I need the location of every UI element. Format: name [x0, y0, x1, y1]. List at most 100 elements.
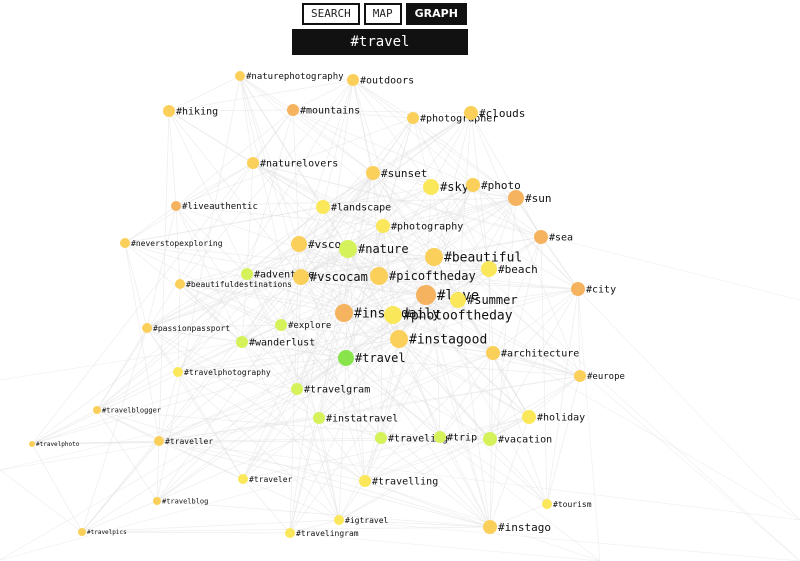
graph-node-liveauthentic[interactable]: #liveauthentic [171, 201, 258, 212]
graph-node-travelphoto[interactable]: #travelphoto [29, 441, 80, 448]
graph-node-photooftheday[interactable]: #photooftheday [384, 306, 513, 324]
node-circle[interactable] [534, 230, 548, 244]
graph-node-holiday[interactable]: #holiday [522, 410, 585, 424]
graph-node-sky[interactable]: #sky [423, 179, 469, 195]
node-circle[interactable] [275, 319, 287, 331]
graph-node-photography[interactable]: #photography [376, 219, 463, 233]
node-circle[interactable] [153, 497, 161, 505]
tab-graph[interactable]: GRAPH [405, 3, 467, 25]
graph-node-travelgram[interactable]: #travelgram [291, 383, 370, 396]
node-circle[interactable] [366, 166, 380, 180]
graph-node-picoftheday[interactable]: #picoftheday [370, 267, 476, 285]
node-circle[interactable] [574, 370, 586, 382]
node-circle[interactable] [163, 105, 175, 117]
graph-node-photographer[interactable]: #photographer [407, 112, 498, 125]
graph-node-naturephotography[interactable]: #naturephotography [235, 71, 344, 82]
node-circle[interactable] [313, 412, 325, 424]
node-circle[interactable] [522, 410, 536, 424]
graph-node-naturelovers[interactable]: #naturelovers [247, 157, 338, 170]
graph-node-traveler[interactable]: #traveler [238, 474, 293, 484]
graph-node-architecture[interactable]: #architecture [486, 346, 579, 360]
node-circle[interactable] [247, 157, 259, 169]
tab-map[interactable]: MAP [363, 3, 402, 25]
graph-node-traveling[interactable]: #traveling [375, 432, 448, 445]
node-circle[interactable] [407, 112, 419, 124]
graph-node-travelblogger[interactable]: #travelblogger [93, 406, 161, 414]
graph-node-traveller[interactable]: #traveller [154, 436, 213, 446]
node-circle[interactable] [291, 236, 307, 252]
node-circle[interactable] [434, 431, 446, 443]
node-circle[interactable] [338, 350, 354, 366]
node-circle[interactable] [483, 432, 497, 446]
graph-node-trip[interactable]: #trip [434, 431, 477, 444]
graph-node-europe[interactable]: #europe [574, 370, 625, 382]
node-circle[interactable] [483, 520, 497, 534]
node-circle[interactable] [173, 367, 183, 377]
node-circle[interactable] [464, 106, 478, 120]
node-circle[interactable] [486, 346, 500, 360]
node-circle[interactable] [334, 515, 344, 525]
graph-node-travelphotography[interactable]: #travelphotography [173, 367, 271, 377]
node-circle[interactable] [450, 292, 466, 308]
graph-node-landscape[interactable]: #landscape [316, 200, 391, 214]
node-circle[interactable] [370, 267, 388, 285]
node-circle[interactable] [238, 474, 248, 484]
node-circle[interactable] [154, 436, 164, 446]
node-circle[interactable] [287, 104, 299, 116]
node-circle[interactable] [339, 240, 357, 258]
graph-node-instatravel[interactable]: #instatravel [313, 412, 398, 425]
graph-node-nature[interactable]: #nature [339, 240, 409, 258]
graph-node-beach[interactable]: #beach [481, 261, 538, 277]
node-circle[interactable] [29, 441, 35, 447]
graph-node-beautifuldestinations[interactable]: #beautifuldestinations [175, 279, 292, 289]
graph-node-wanderlust[interactable]: #wanderlust [236, 336, 315, 349]
graph-node-neverstopexploring[interactable]: #neverstopexploring [120, 238, 223, 248]
graph-node-travel[interactable]: #travel [338, 350, 406, 366]
graph-node-instagood[interactable]: #instagood [390, 330, 487, 348]
node-circle[interactable] [316, 200, 330, 214]
node-circle[interactable] [508, 190, 524, 206]
graph-node-instago[interactable]: #instago [483, 520, 551, 534]
node-circle[interactable] [175, 279, 185, 289]
node-circle[interactable] [93, 406, 101, 414]
node-circle[interactable] [236, 336, 248, 348]
graph-node-igtravel[interactable]: #igtravel [334, 515, 389, 525]
graph-node-outdoors[interactable]: #outdoors [347, 74, 414, 87]
node-circle[interactable] [171, 201, 181, 211]
node-circle[interactable] [291, 383, 303, 395]
graph-node-mountains[interactable]: #mountains [287, 104, 360, 117]
node-circle[interactable] [376, 219, 390, 233]
node-circle[interactable] [78, 528, 86, 536]
graph-node-vscocam[interactable]: #vscocam [293, 269, 368, 285]
graph-node-beautiful[interactable]: #beautiful [425, 248, 522, 266]
node-circle[interactable] [423, 179, 439, 195]
node-circle[interactable] [293, 269, 309, 285]
graph-node-city[interactable]: #city [571, 282, 616, 296]
graph-node-tourism[interactable]: #tourism [542, 499, 592, 509]
graph-node-sea[interactable]: #sea [534, 230, 573, 244]
node-circle[interactable] [241, 268, 253, 280]
node-circle[interactable] [384, 306, 402, 324]
graph-node-sun[interactable]: #sun [508, 190, 552, 206]
node-circle[interactable] [542, 499, 552, 509]
graph-node-vsco[interactable]: #vsco [291, 236, 341, 252]
search-query-display[interactable]: #travel [292, 29, 468, 55]
node-circle[interactable] [285, 528, 295, 538]
node-circle[interactable] [571, 282, 585, 296]
node-circle[interactable] [425, 248, 443, 266]
node-circle[interactable] [375, 432, 387, 444]
graph-node-travelblog[interactable]: #travelblog [153, 497, 208, 505]
graph-node-vacation[interactable]: #vacation [483, 432, 552, 446]
node-circle[interactable] [120, 238, 130, 248]
graph-node-photo[interactable]: #photo [466, 178, 521, 192]
graph-node-explore[interactable]: #explore [275, 319, 331, 331]
graph-node-passionpassport[interactable]: #passionpassport [142, 323, 230, 333]
graph-node-summer[interactable]: #summer [450, 292, 518, 308]
graph-node-travelingram[interactable]: #travelingram [285, 528, 359, 538]
node-circle[interactable] [466, 178, 480, 192]
node-circle[interactable] [335, 304, 353, 322]
graph-node-sunset[interactable]: #sunset [366, 166, 427, 180]
graph-node-adventure[interactable]: #adventure [241, 268, 314, 281]
graph-node-hiking[interactable]: #hiking [163, 105, 218, 118]
